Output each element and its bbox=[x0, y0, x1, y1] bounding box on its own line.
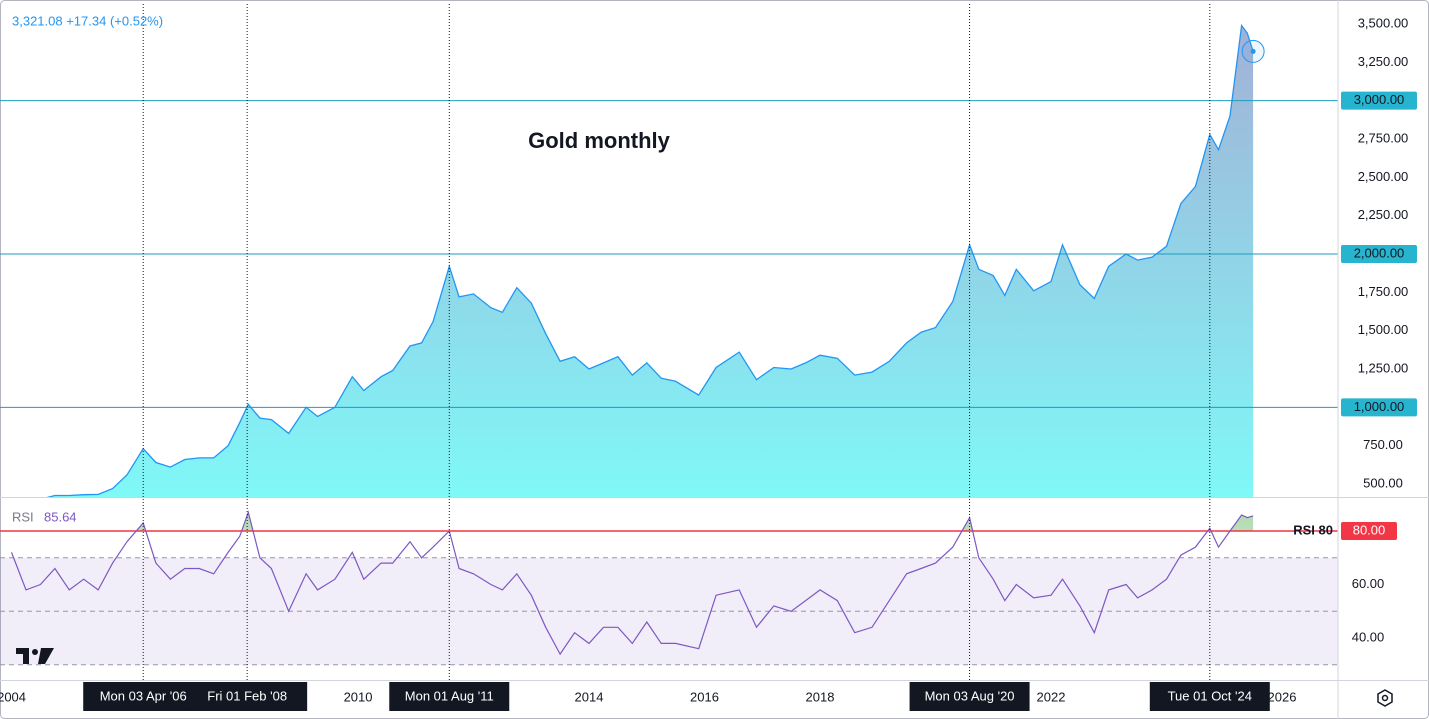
y-tick-label: 1,250.00 bbox=[1358, 360, 1409, 375]
y-tick-label: 750.00 bbox=[1363, 437, 1403, 452]
settings-icon[interactable] bbox=[1377, 689, 1393, 707]
date-pill bbox=[187, 682, 308, 711]
date-pill bbox=[909, 682, 1030, 711]
y-tick-label: 1,500.00 bbox=[1358, 322, 1409, 337]
y-tick-label: 1,750.00 bbox=[1358, 284, 1409, 299]
x-tick-label: 2004 bbox=[0, 689, 26, 704]
x-tick-label: 2022 bbox=[1037, 689, 1066, 704]
price-area bbox=[11, 25, 1254, 497]
price-pill-label: 1,000.00 bbox=[1354, 399, 1405, 414]
price-pill bbox=[1341, 398, 1417, 417]
y-tick-label: 3,500.00 bbox=[1358, 15, 1409, 30]
price-pane bbox=[11, 23, 1254, 497]
price-pill-label: 3,000.00 bbox=[1354, 92, 1405, 107]
tv-logo bbox=[16, 648, 54, 664]
date-pill bbox=[83, 682, 204, 711]
date-pill-label: Mon 03 Apr '06 bbox=[100, 688, 187, 703]
annotation: Gold monthly bbox=[528, 128, 671, 153]
date-pill bbox=[1149, 682, 1270, 711]
rsi-tick-label: 40.00 bbox=[1352, 629, 1385, 644]
y-tick-label: 500.00 bbox=[1363, 475, 1403, 490]
x-tick-label: 2016 bbox=[690, 689, 719, 704]
rsi-line bbox=[10, 510, 1254, 656]
x-tick-label: 2026 bbox=[1268, 689, 1297, 704]
rsi-name: RSI bbox=[12, 509, 34, 524]
x-tick-label: 2018 bbox=[806, 689, 835, 704]
rsi-threshold-label: 80.00 bbox=[1353, 522, 1386, 537]
price-pill-label: 2,000.00 bbox=[1354, 245, 1405, 260]
date-pill-label: Fri 01 Feb '08 bbox=[207, 688, 287, 703]
price-line bbox=[46, 23, 1254, 497]
y-tick-label: 3,250.00 bbox=[1358, 54, 1409, 69]
quote: 3,321.08 +17.34 (+0.52%) bbox=[12, 13, 163, 28]
y-tick-label: 2,500.00 bbox=[1358, 169, 1409, 184]
x-tick-label: 2014 bbox=[575, 689, 604, 704]
date-pill-label: Mon 01 Aug '11 bbox=[405, 688, 494, 703]
rsi-threshold-name: RSI 80 bbox=[1293, 522, 1333, 537]
rsi-threshold-pill bbox=[1341, 522, 1397, 541]
y-tick-label: 2,750.00 bbox=[1358, 130, 1409, 145]
date-pill-label: Mon 03 Aug '20 bbox=[925, 688, 1015, 703]
price-pill bbox=[1341, 244, 1417, 263]
price-pill bbox=[1341, 91, 1417, 110]
y-tick-label: 2,250.00 bbox=[1358, 207, 1409, 222]
rsi-last: 85.64 bbox=[44, 509, 77, 524]
x-tick-label: 2010 bbox=[344, 689, 373, 704]
date-pill bbox=[389, 682, 510, 711]
date-pill-label: Tue 01 Oct '24 bbox=[1168, 688, 1252, 703]
rsi-tick-label: 60.00 bbox=[1352, 576, 1385, 591]
last-point bbox=[1250, 48, 1256, 54]
